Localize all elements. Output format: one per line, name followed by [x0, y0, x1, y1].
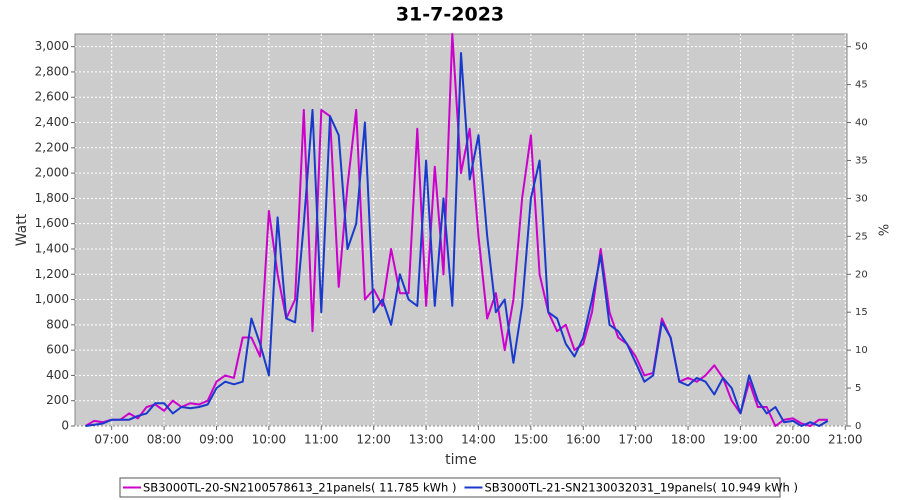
x-tick-label: 17:00: [618, 433, 653, 447]
y-tick-label: 2,800: [35, 64, 69, 78]
y-tick-label: 1,200: [35, 267, 69, 281]
y-tick-label: 200: [46, 393, 69, 407]
y2-tick-label: 40: [855, 118, 868, 129]
y-tick-label: 1,800: [35, 191, 69, 205]
x-tick-label: 09:00: [199, 433, 234, 447]
x-tick-label: 16:00: [566, 433, 601, 447]
y-tick-label: 1,400: [35, 241, 69, 255]
y-tick-label: 2,200: [35, 140, 69, 154]
y-tick-label: 0: [61, 419, 69, 433]
x-tick-label: 11:00: [304, 433, 339, 447]
y2-tick-label: 35: [855, 155, 868, 166]
x-tick-label: 19:00: [723, 433, 758, 447]
series-line: [85, 52, 829, 427]
y2-tick-label: 50: [855, 42, 868, 53]
x-tick-label: 21:00: [828, 433, 863, 447]
legend-label: SB3000TL-21-SN2130032031_19panels( 10.94…: [484, 481, 797, 495]
y-tick-label: 2,600: [35, 90, 69, 104]
y-tick-label: 600: [46, 343, 69, 357]
x-tick-label: 15:00: [514, 433, 549, 447]
y2-axis-label: %: [875, 224, 890, 236]
x-tick-label: 07:00: [94, 433, 129, 447]
x-tick-label: 18:00: [671, 433, 706, 447]
plot-area: [74, 33, 848, 427]
y-axis-label: Watt: [14, 213, 30, 246]
y2-tick-label: 5: [855, 383, 861, 394]
y2-tick-label: 10: [855, 345, 868, 356]
x-tick-label: 20:00: [776, 433, 811, 447]
x-tick-label: 10:00: [252, 433, 287, 447]
x-tick-label: 13:00: [409, 433, 444, 447]
y2-tick-label: 45: [855, 80, 868, 91]
x-tick-label: 08:00: [147, 433, 182, 447]
chart-title: 31-7-2023: [396, 4, 504, 26]
y-tick-label: 1,000: [35, 292, 69, 306]
y2-tick-label: 20: [855, 269, 868, 280]
y-tick-label: 3,000: [35, 39, 69, 53]
y2-tick-label: 0: [855, 421, 861, 432]
series-line: [84, 33, 828, 427]
legend-label: SB3000TL-20-SN2100578613_21panels( 11.78…: [143, 481, 456, 495]
y2-tick-label: 25: [855, 231, 868, 242]
x-axis-label: time: [445, 452, 477, 468]
y-tick-label: 800: [46, 317, 69, 331]
y-tick-label: 2,000: [35, 166, 69, 180]
x-tick-label: 14:00: [461, 433, 496, 447]
x-tick-label: 12:00: [356, 433, 391, 447]
y-tick-label: 1,600: [35, 216, 69, 230]
y-tick-label: 400: [46, 368, 69, 382]
y2-tick-label: 15: [855, 307, 868, 318]
y-tick-label: 2,400: [35, 115, 69, 129]
y2-tick-label: 30: [855, 193, 868, 204]
legend: [119, 477, 781, 498]
